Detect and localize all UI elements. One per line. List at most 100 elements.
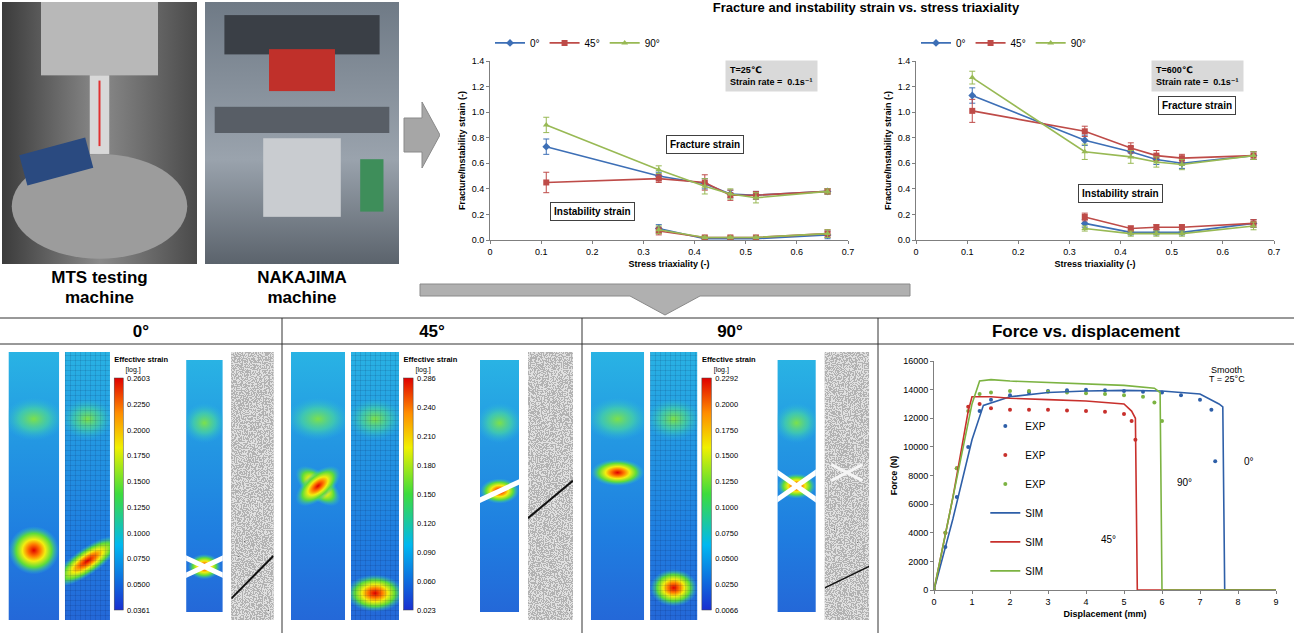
svg-text:1.0: 1.0: [898, 107, 911, 117]
svg-text:0.6: 0.6: [898, 158, 911, 168]
svg-text:0.0750: 0.0750: [127, 554, 150, 563]
svg-text:1.4: 1.4: [472, 56, 485, 66]
svg-text:Effective strain: Effective strain: [702, 355, 756, 364]
svg-text:0.2: 0.2: [472, 210, 485, 220]
svg-text:0.6: 0.6: [1217, 247, 1230, 257]
svg-text:0.0: 0.0: [472, 235, 485, 245]
svg-text:8: 8: [1235, 597, 1240, 607]
svg-text:0.023: 0.023: [417, 606, 436, 615]
svg-text:45°: 45°: [419, 322, 445, 341]
svg-text:0.0250: 0.0250: [715, 580, 738, 589]
svg-text:SIM: SIM: [1025, 537, 1043, 548]
svg-text:0.2: 0.2: [1012, 247, 1025, 257]
svg-text:1.2: 1.2: [472, 82, 485, 92]
svg-text:0.1250: 0.1250: [127, 503, 150, 512]
svg-text:0.7: 0.7: [1268, 247, 1281, 257]
svg-text:0.1: 0.1: [961, 247, 974, 257]
svg-text:0.3: 0.3: [637, 247, 650, 257]
svg-text:0.240: 0.240: [417, 403, 436, 412]
svg-text:0.150: 0.150: [417, 490, 436, 499]
svg-text:0.1750: 0.1750: [715, 426, 738, 435]
svg-text:0.1500: 0.1500: [127, 477, 150, 486]
svg-text:0.5: 0.5: [739, 247, 752, 257]
svg-text:Effective strain: Effective strain: [404, 355, 458, 364]
svg-text:1: 1: [969, 597, 974, 607]
svg-text:0.8: 0.8: [472, 133, 485, 143]
svg-text:0: 0: [487, 247, 492, 257]
svg-text:Instability strain: Instability strain: [554, 206, 631, 217]
svg-text:0.4: 0.4: [1114, 247, 1127, 257]
svg-text:0.090: 0.090: [417, 548, 436, 557]
svg-text:0.286: 0.286: [417, 374, 436, 383]
svg-text:10000: 10000: [903, 442, 928, 452]
svg-text:0: 0: [913, 247, 918, 257]
svg-text:90°: 90°: [717, 322, 743, 341]
svg-text:0.1: 0.1: [535, 247, 548, 257]
svg-text:Fracture strain: Fracture strain: [1162, 100, 1232, 111]
svg-text:0.5: 0.5: [1165, 247, 1178, 257]
svg-text:SIM: SIM: [1025, 508, 1043, 519]
svg-text:6000: 6000: [908, 499, 928, 509]
svg-text:0.0750: 0.0750: [715, 529, 738, 538]
svg-text:16000: 16000: [903, 356, 928, 366]
svg-text:0°: 0°: [956, 38, 966, 49]
svg-text:0.8: 0.8: [898, 133, 911, 143]
svg-text:Fracture/Instability strain (-: Fracture/Instability strain (-): [457, 91, 467, 210]
svg-text:0.2250: 0.2250: [127, 400, 150, 409]
svg-text:45°: 45°: [1011, 38, 1026, 49]
svg-text:0.1500: 0.1500: [715, 451, 738, 460]
svg-text:[log.]: [log.]: [714, 366, 729, 374]
svg-text:90°: 90°: [1071, 38, 1086, 49]
svg-text:0°: 0°: [530, 38, 540, 49]
svg-text:1.4: 1.4: [898, 56, 911, 66]
svg-text:0.1750: 0.1750: [127, 451, 150, 460]
svg-text:0.060: 0.060: [417, 577, 436, 586]
svg-text:T=600℃Strain rate = 0.1s⁻¹: T=600℃Strain rate = 0.1s⁻¹: [1156, 65, 1239, 87]
svg-text:Smooth: Smooth: [1211, 365, 1242, 375]
svg-text:Effective strain: Effective strain: [114, 355, 168, 364]
svg-text:0°: 0°: [1244, 456, 1254, 467]
svg-text:0.2000: 0.2000: [715, 400, 738, 409]
svg-text:4: 4: [1083, 597, 1088, 607]
svg-text:0.1000: 0.1000: [715, 503, 738, 512]
svg-text:0.4: 0.4: [898, 184, 911, 194]
svg-text:0.0500: 0.0500: [127, 580, 150, 589]
svg-text:0.1250: 0.1250: [715, 477, 738, 486]
svg-text:3: 3: [1045, 597, 1050, 607]
svg-text:Fracture strain: Fracture strain: [670, 139, 740, 150]
svg-text:SIM: SIM: [1025, 566, 1043, 577]
svg-text:8000: 8000: [908, 471, 928, 481]
svg-text:12000: 12000: [903, 413, 928, 423]
svg-text:0.3: 0.3: [1063, 247, 1076, 257]
svg-text:0.180: 0.180: [417, 461, 436, 470]
svg-text:5: 5: [1121, 597, 1126, 607]
svg-text:T = 25°C: T = 25°C: [1209, 374, 1245, 384]
svg-text:90°: 90°: [1177, 477, 1192, 488]
svg-text:0: 0: [931, 597, 936, 607]
svg-text:Displacement (mm): Displacement (mm): [1063, 609, 1146, 619]
svg-text:0.0066: 0.0066: [715, 606, 738, 615]
svg-text:6: 6: [1159, 597, 1164, 607]
svg-text:0.2: 0.2: [898, 210, 911, 220]
svg-text:1.0: 1.0: [472, 107, 485, 117]
svg-text:0: 0: [923, 585, 928, 595]
svg-text:0.6: 0.6: [791, 247, 804, 257]
svg-text:0°: 0°: [133, 322, 149, 341]
svg-text:Fracture/Instability strain (-: Fracture/Instability strain (-): [883, 91, 893, 210]
svg-text:T=25℃Strain rate = 0.1s⁻¹: T=25℃Strain rate = 0.1s⁻¹: [730, 65, 813, 87]
svg-text:Force vs. displacement: Force vs. displacement: [992, 322, 1180, 341]
svg-text:0.2: 0.2: [586, 247, 599, 257]
svg-text:0.4: 0.4: [688, 247, 701, 257]
svg-text:Stress triaxiality (-): Stress triaxiality (-): [628, 259, 709, 269]
svg-text:2: 2: [1007, 597, 1012, 607]
svg-text:0.2603: 0.2603: [127, 374, 150, 383]
svg-text:[log.]: [log.]: [125, 366, 140, 374]
svg-text:Force (N): Force (N): [889, 456, 899, 496]
svg-text:0.2000: 0.2000: [127, 426, 150, 435]
svg-text:0.0500: 0.0500: [715, 554, 738, 563]
svg-text:0.2292: 0.2292: [715, 374, 738, 383]
svg-text:EXP: EXP: [1025, 479, 1045, 490]
svg-text:2000: 2000: [908, 557, 928, 567]
svg-text:0.7: 0.7: [842, 247, 855, 257]
svg-text:EXP: EXP: [1025, 421, 1045, 432]
